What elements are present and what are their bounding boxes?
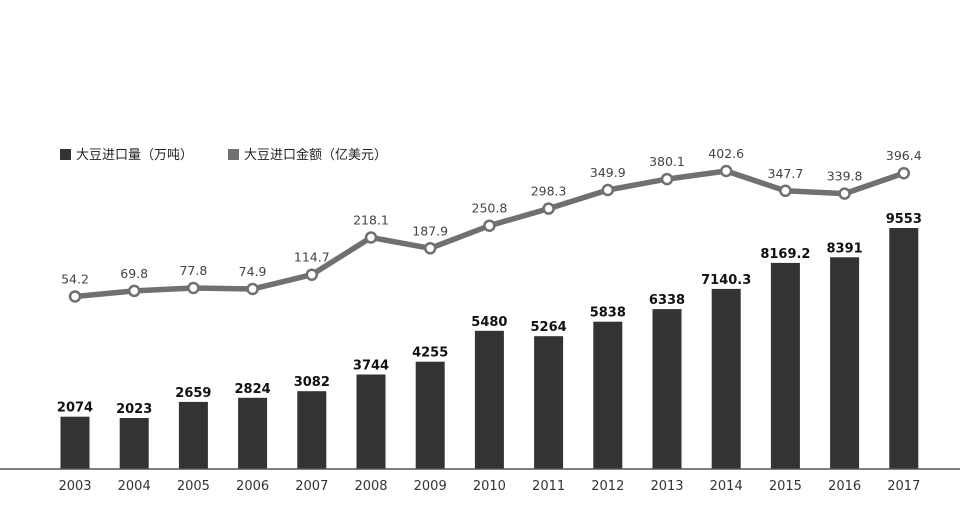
line-label-2009: 187.9	[412, 223, 448, 238]
bar-2003	[60, 416, 90, 469]
x-tick-2007: 2007	[295, 479, 328, 494]
bar-label-2008: 3744	[353, 359, 389, 374]
bar-label-2007: 3082	[294, 375, 330, 390]
line-label-2008: 218.1	[353, 213, 389, 228]
bar-2011	[534, 336, 564, 469]
bar-label-2017: 9553	[886, 212, 922, 227]
bar-label-2013: 6338	[649, 293, 685, 308]
line-label-2005: 77.8	[179, 263, 207, 278]
bar-2004	[119, 418, 149, 469]
bar-label-2004: 2023	[116, 402, 152, 417]
bar-series	[60, 228, 919, 469]
line-point-2017	[897, 166, 911, 180]
line-point-2007	[305, 268, 319, 281]
bar-label-2009: 4255	[412, 346, 448, 361]
bar-label-2015: 8169.2	[760, 247, 810, 262]
x-axis-tick-labels: 2003 2004 2005 2006 2007 2008 2009 2010 2011 2012…	[58, 479, 920, 494]
bar-2017	[889, 228, 919, 469]
legend-swatch-bar	[60, 149, 71, 160]
line-point-2010	[483, 219, 496, 232]
bar-label-2006: 2824	[235, 382, 271, 397]
bar-label-2016: 8391	[827, 241, 863, 256]
bar-2007	[297, 391, 327, 469]
bar-label-2010: 5480	[471, 315, 507, 330]
bar-2010	[474, 330, 504, 469]
bar-2012	[593, 321, 623, 469]
x-tick-2015: 2015	[769, 479, 802, 494]
x-tick-2012: 2012	[591, 479, 624, 494]
line-label-2011: 298.3	[531, 184, 567, 199]
x-tick-2011: 2011	[532, 479, 565, 494]
line-label-2010: 250.8	[472, 201, 508, 216]
line-label-2004: 69.8	[120, 266, 148, 281]
line-label-2014: 402.6	[708, 146, 744, 161]
x-tick-2008: 2008	[354, 479, 387, 494]
line-label-2003: 54.2	[61, 272, 89, 287]
x-tick-2006: 2006	[236, 479, 269, 494]
bar-2015	[770, 262, 800, 469]
bar-label-2014: 7140.3	[701, 273, 751, 288]
legend-swatch-line	[228, 149, 239, 160]
x-tick-2003: 2003	[58, 479, 91, 494]
line-point-2003	[68, 290, 82, 303]
line-point-2016	[838, 187, 851, 200]
line-point-2009	[423, 242, 437, 255]
line-label-2006: 74.9	[239, 264, 267, 279]
legend: 大豆进口量（万吨） 大豆进口金额（亿美元）	[60, 147, 387, 163]
x-tick-2014: 2014	[710, 479, 743, 494]
bar-value-labels: 2074 2023 2659 2824 3082 3744 4255 5480 5264 5838…	[57, 212, 922, 417]
line-point-2012	[601, 183, 615, 197]
bar-2013	[652, 309, 682, 469]
x-tick-2016: 2016	[828, 479, 861, 494]
bar-label-2012: 5838	[590, 306, 626, 321]
line-point-2008	[364, 231, 378, 244]
bar-2008	[356, 374, 386, 469]
x-tick-2005: 2005	[177, 479, 210, 494]
bar-label-2003: 2074	[57, 401, 93, 416]
bar-2014	[711, 288, 741, 469]
line-point-2005	[187, 281, 200, 295]
line-value-labels: 54.2 69.8 77.8 74.9 114.7 218.1 187.9 250.8 298.…	[61, 146, 922, 287]
line-point-2015	[779, 184, 792, 198]
bar-label-2011: 5264	[531, 320, 567, 335]
line-label-2013: 380.1	[649, 154, 685, 169]
line-label-2007: 114.7	[294, 250, 330, 265]
bar-2005	[178, 401, 208, 469]
x-tick-2004: 2004	[118, 479, 151, 494]
line-label-2016: 339.8	[827, 169, 863, 184]
bar-2016	[830, 257, 860, 469]
x-tick-2009: 2009	[414, 479, 447, 494]
line-point-2004	[127, 284, 141, 298]
x-tick-2017: 2017	[887, 479, 920, 494]
bar-2006	[238, 397, 268, 469]
line-point-2006	[246, 282, 259, 296]
line-points	[68, 164, 911, 303]
x-tick-2010: 2010	[473, 479, 506, 494]
x-tick-2013: 2013	[650, 479, 683, 494]
line-label-2017: 396.4	[886, 148, 922, 163]
line-point-2011	[542, 202, 555, 215]
line-label-2015: 347.7	[768, 166, 804, 181]
bar-label-2005: 2659	[175, 386, 211, 401]
line-point-2014	[719, 164, 733, 178]
legend-label-bar: 大豆进口量（万吨）	[76, 148, 193, 163]
line-label-2012: 349.9	[590, 165, 626, 180]
line-point-2013	[660, 172, 674, 186]
bar-2009	[415, 361, 445, 469]
legend-label-line: 大豆进口金额（亿美元）	[244, 147, 387, 163]
